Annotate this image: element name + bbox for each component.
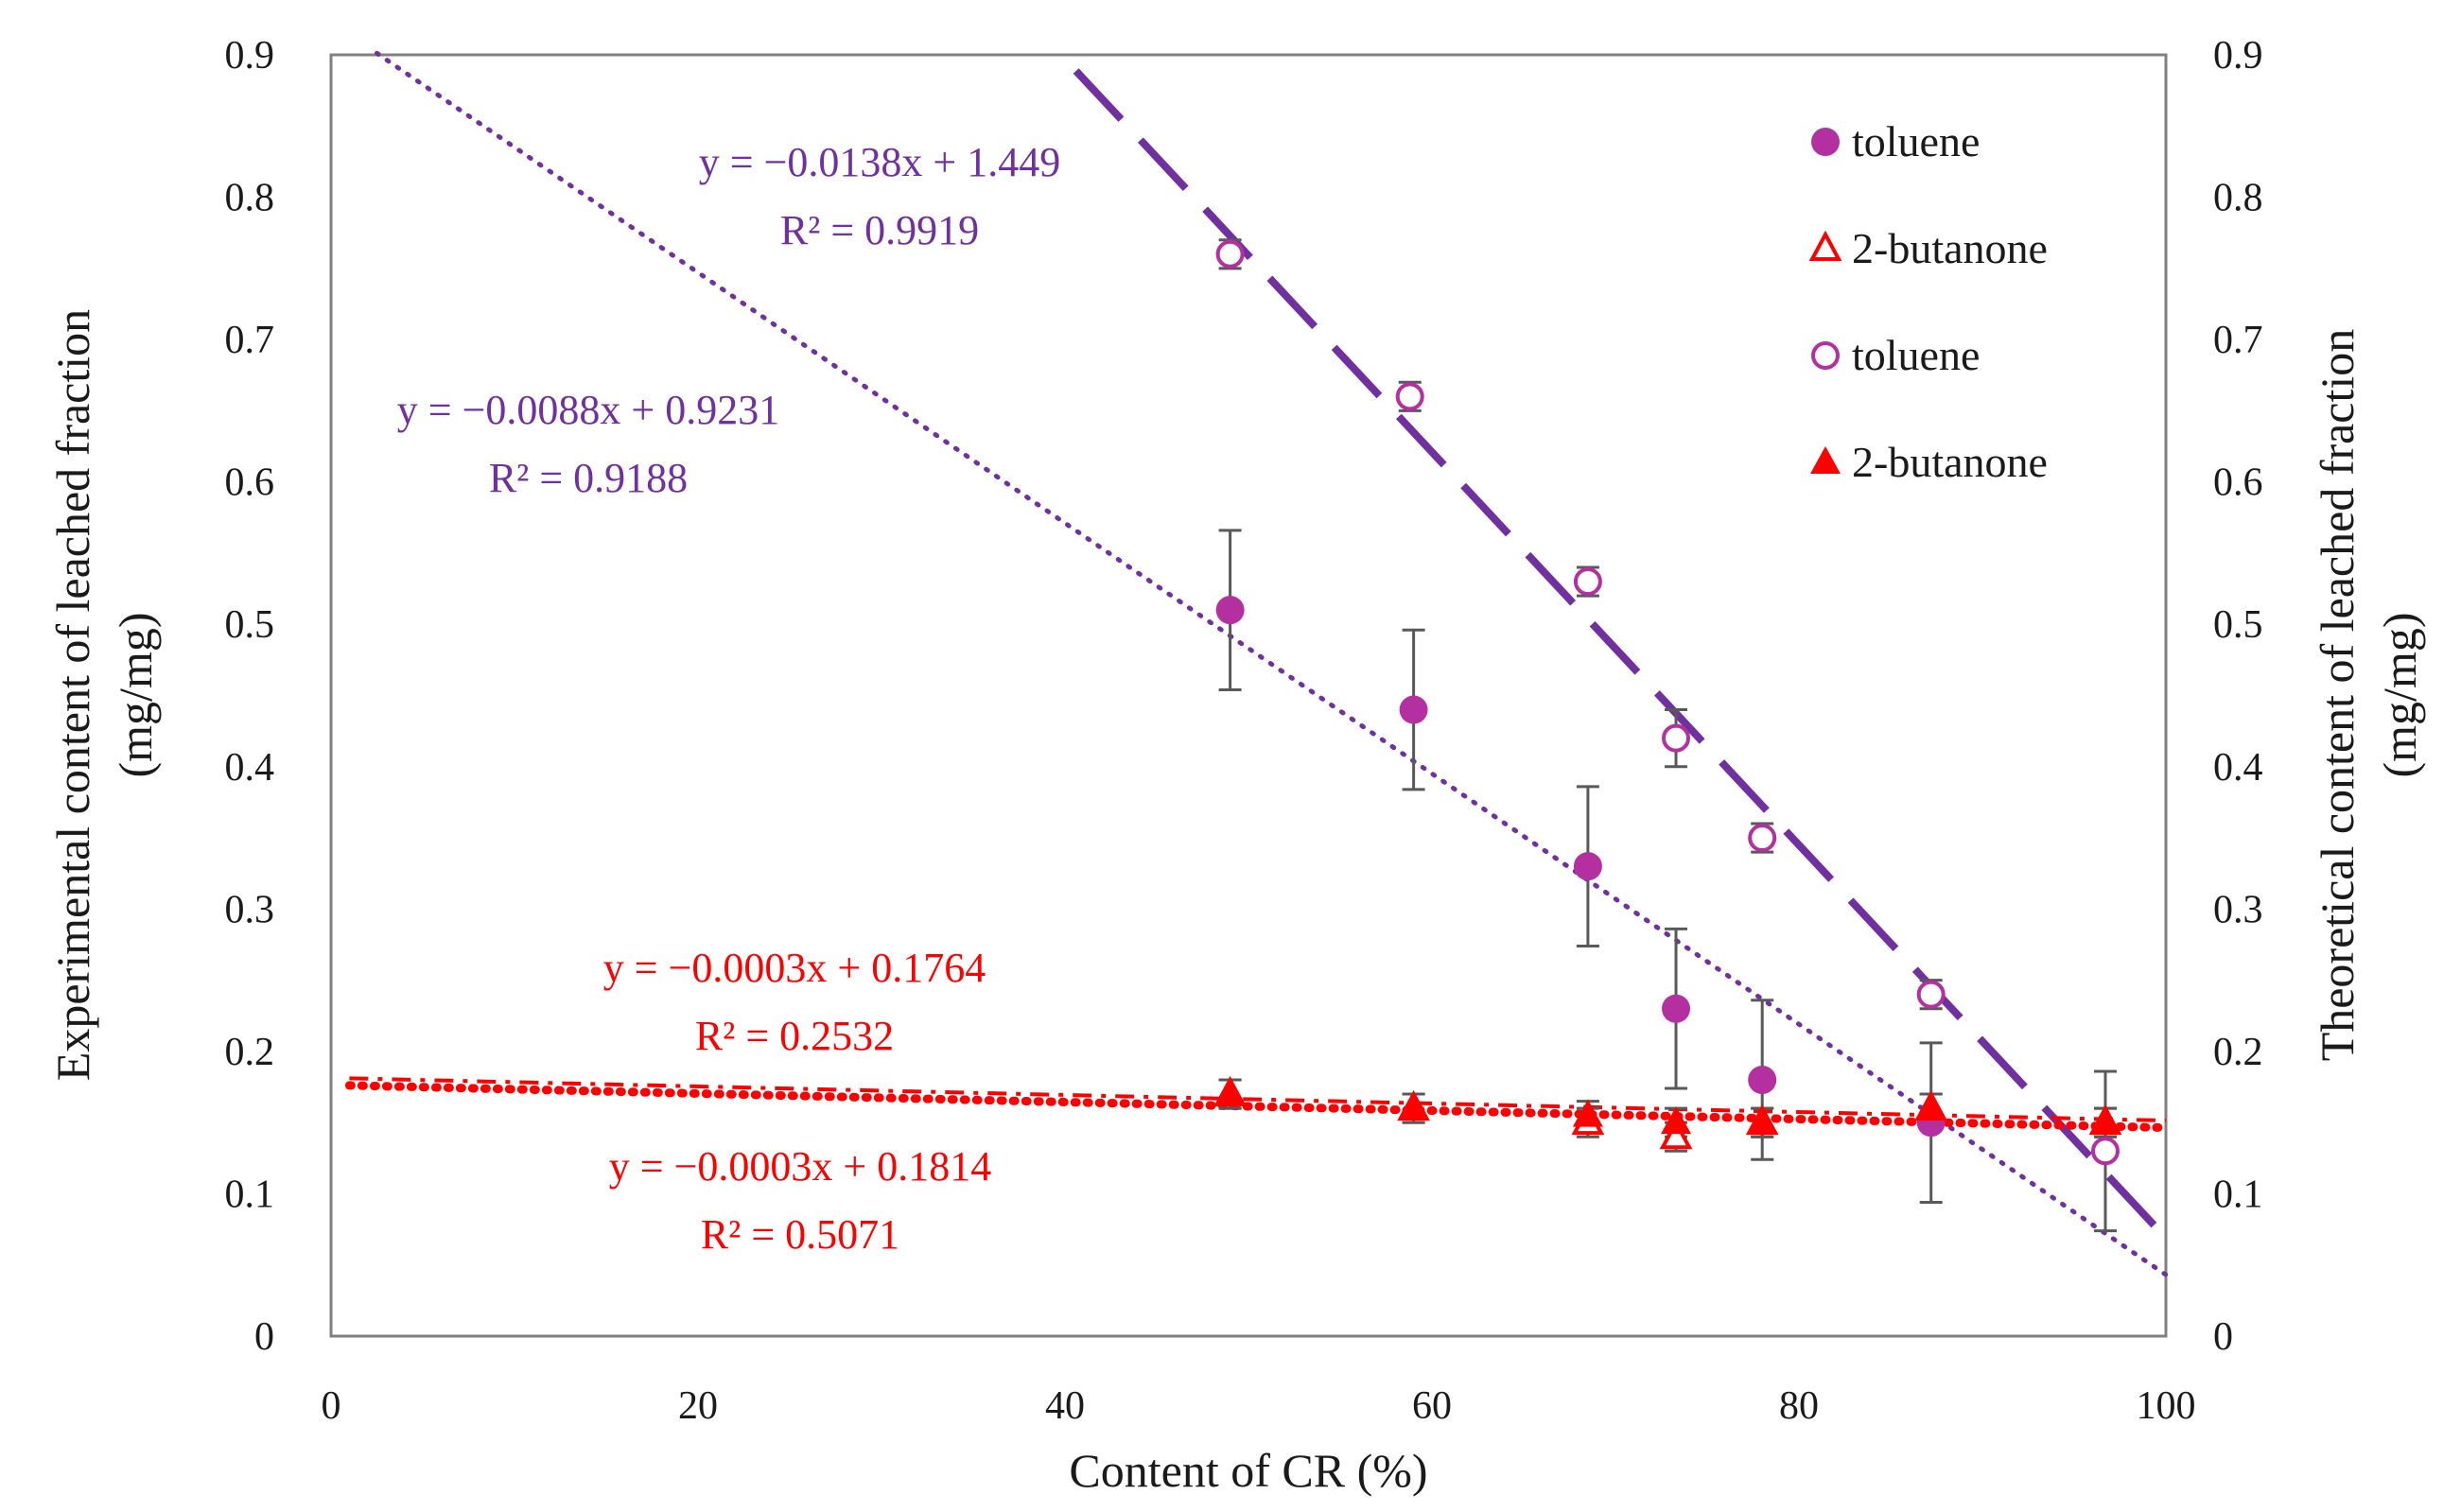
legend-marker [1811, 128, 1840, 156]
data-point [1747, 1106, 1778, 1135]
data-point [2090, 1137, 2120, 1166]
data-point [1915, 1092, 1946, 1121]
y-tick-label: 0.7 [225, 319, 275, 362]
y2-tick-label: 0.2 [2213, 1031, 2263, 1074]
equation-toluene-theoretical: y = −0.0138x + 1.449 [699, 139, 1060, 185]
y2-tick-label: 0.1 [2213, 1173, 2263, 1216]
y2-tick-label: 0.3 [2213, 888, 2263, 931]
y2-tick-label: 0.8 [2213, 177, 2263, 220]
y2-tick-label: 0.4 [2213, 746, 2263, 790]
y-axis-title-line-1: Experimental content of leached fraction [46, 309, 99, 1081]
y2-axis-title: Theoretical content of leached fraction … [2311, 329, 2426, 1062]
data-point [1398, 1092, 1429, 1121]
trendline [344, 1081, 2171, 1133]
trendline [1073, 68, 2169, 1241]
y-tick-label: 0.9 [225, 34, 275, 78]
x-axis-title: Content of CR (%) [1069, 1444, 1427, 1497]
data-point [1572, 1099, 1603, 1127]
y-axis-title-line-2: (mg/mg) [109, 613, 162, 778]
equation-2-butanone-1: y = −0.0003x + 0.1764 [603, 945, 986, 991]
x-tick-labels: 0 20 40 60 80 100 [322, 1384, 2196, 1428]
equation-2-butanone-2: y = −0.0003x + 0.1814 [609, 1143, 991, 1190]
y-tick-label: 0.1 [225, 1173, 275, 1216]
r2-toluene-theoretical: R² = 0.9919 [780, 207, 979, 253]
y2-axis-title-line-1: Theoretical content of leached fraction [2311, 329, 2364, 1062]
data-points [1213, 239, 2122, 1166]
r2-2-butanone-1: R² = 0.2532 [695, 1013, 894, 1059]
y2-tick-label: 0.9 [2213, 34, 2263, 78]
data-point [1573, 852, 1602, 881]
x-tick-label: 40 [1045, 1384, 1085, 1428]
data-point [1573, 567, 1602, 597]
y2-tick-label: 0.7 [2213, 319, 2263, 362]
legend-label: toluene [1852, 117, 1980, 165]
data-point [1748, 1066, 1777, 1094]
data-point [2089, 1106, 2121, 1135]
legend-marker [1810, 446, 1841, 474]
trendline-equations: y = −0.0138x + 1.449 R² = 0.9919 y = −0.… [397, 139, 1060, 1258]
trendline [375, 50, 2169, 1277]
x-tick-label: 80 [1779, 1384, 1819, 1428]
data-point [1215, 239, 1245, 269]
y2-axis-title-line-2: (mg/mg) [2373, 613, 2426, 778]
legend: toluene 2-butanone toluene 2-butanone [1808, 117, 2048, 486]
legend-label: 2-butanone [1852, 224, 2048, 272]
y-axis-title: Experimental content of leached fraction… [46, 309, 162, 1081]
legend-marker [1811, 341, 1840, 370]
y-tick-label: 0 [254, 1315, 274, 1359]
y2-tick-label: 0 [2213, 1315, 2233, 1359]
y-tick-label: 0.8 [225, 177, 275, 220]
r2-toluene-experimental: R² = 0.9188 [489, 455, 688, 501]
y2-tick-label: 0.5 [2213, 603, 2263, 647]
trendline [349, 1076, 2167, 1123]
x-tick-label: 60 [1412, 1384, 1452, 1428]
legend-marker [1808, 230, 1842, 261]
data-point [1748, 824, 1777, 853]
r2-2-butanone-2: R² = 0.5071 [701, 1211, 899, 1258]
data-point [1662, 994, 1691, 1023]
y-tick-label: 0.5 [225, 603, 275, 647]
data-point [1399, 695, 1428, 724]
data-point [1659, 1119, 1693, 1150]
y2-tick-labels: 0 0.1 0.2 0.3 0.4 0.5 0.6 0.7 0.8 0.9 [2213, 34, 2263, 1359]
legend-label: toluene [1852, 331, 1980, 379]
x-tick-label: 100 [2137, 1384, 2196, 1428]
y-tick-labels: 0 0.1 0.2 0.3 0.4 0.5 0.6 0.7 0.8 0.9 [225, 34, 275, 1359]
data-point [1916, 980, 1946, 1009]
y-tick-label: 0.4 [225, 746, 275, 790]
y2-tick-label: 0.6 [2213, 461, 2263, 505]
data-point [1214, 1078, 1246, 1106]
data-point [1661, 1106, 1692, 1135]
y-tick-label: 0.3 [225, 888, 275, 931]
y-tick-label: 0.2 [225, 1031, 275, 1074]
x-tick-label: 0 [322, 1384, 341, 1428]
legend-label: 2-butanone [1852, 438, 2048, 486]
data-point [1662, 723, 1691, 753]
data-point [1395, 382, 1424, 411]
trendlines [344, 50, 2171, 1277]
data-point [1215, 596, 1245, 625]
x-tick-label: 20 [678, 1384, 718, 1428]
equation-toluene-experimental: y = −0.0088x + 0.9231 [397, 387, 779, 433]
y-tick-label: 0.6 [225, 461, 275, 505]
